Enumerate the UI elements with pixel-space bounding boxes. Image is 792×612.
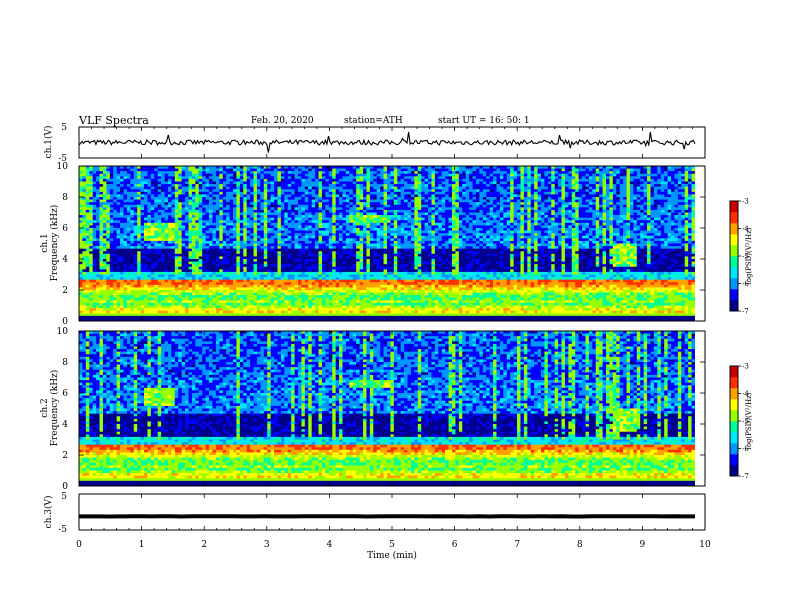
figure-title: VLF Spectra (78, 114, 149, 127)
header-date: Feb. 20, 2020 (251, 116, 314, 126)
ch1-spectrogram-ylabel-channel: ch.1 (40, 233, 50, 252)
spec1-ytick: 6 (62, 224, 68, 234)
time-axis-tick: 2 (201, 540, 207, 550)
ch1-spectrogram-panel: 0 2 4 6 8 10 ch.1 Frequency (kHz) (40, 162, 705, 327)
cb1-tick: -3 (742, 198, 749, 206)
ch3-waveform-panel: 5 -5 ch.3(V) (43, 492, 705, 535)
time-axis-tick: 10 (699, 540, 711, 550)
ch2-spectrogram-panel: 0 2 4 6 8 10 ch.2 Frequency (kHz) (40, 327, 705, 492)
ch3-ytick-bottom: -5 (58, 525, 67, 535)
ch1-waveform-panel: 5 -5 ch.1(V) (43, 123, 705, 164)
ch3-ylabel: ch.3(V) (43, 496, 54, 529)
time-axis-tick: 7 (514, 540, 520, 550)
ch2-spectrogram-image (79, 331, 705, 486)
ch3-waveform-frame (79, 494, 705, 530)
spec1-ytick: 8 (62, 193, 68, 203)
spec2-ytick: 4 (62, 420, 68, 430)
time-axis-tick: 0 (76, 540, 82, 550)
time-axis-tick: 8 (577, 540, 583, 550)
ch2-spectrogram-ylabel: Frequency (kHz) (49, 370, 60, 447)
spec1-ytick: 2 (62, 286, 68, 296)
header-start-time: start UT = 16: 50: 1 (438, 116, 530, 126)
ch2-spectrogram-ylabel-channel: ch.2 (40, 398, 50, 417)
spec2-ytick: 2 (62, 451, 68, 461)
ch1-colorbar: -3-4-5-6-7 log(PSD)(V²/Hz) (730, 198, 753, 316)
time-axis-tick: 4 (327, 540, 333, 550)
time-axis-tick: 9 (640, 540, 646, 550)
header-station: station=ATH (344, 116, 403, 126)
time-axis-tick: 6 (452, 540, 458, 550)
ch1-waveform-frame (79, 127, 705, 158)
ch1-colorbar-label: log(PSD)(V²/Hz) (745, 227, 753, 284)
ch1-spectrogram-ylabel: Frequency (kHz) (49, 205, 60, 282)
spec1-ytick: 4 (62, 255, 68, 265)
spec2-ytick: 6 (62, 389, 68, 399)
ch3-ytick-top: 5 (61, 492, 67, 502)
ch1-ytick-top: 5 (61, 123, 67, 133)
ch1-waveform-line (79, 132, 695, 153)
ch2-colorbar: -3-4-5-6-7 log(PSD)(V²/Hz) (730, 363, 753, 481)
spec2-ytick: 10 (57, 327, 69, 337)
vlf-spectra-figure: VLF Spectra Feb. 20, 2020 station=ATH st… (0, 0, 792, 612)
spec1-ytick: 10 (57, 162, 69, 172)
cb2-tick: -7 (742, 473, 749, 481)
ch1-spectrogram-image (79, 166, 705, 321)
cb1-tick: -7 (742, 308, 749, 316)
time-axis-tick: 3 (264, 540, 270, 550)
time-axis-label: Time (min) (367, 550, 417, 561)
ch1-ylabel: ch.1(V) (43, 126, 54, 159)
time-axis-tick: 1 (139, 540, 145, 550)
time-axis-tick: 5 (389, 540, 395, 550)
spec1-ytick: 0 (62, 317, 68, 327)
spec2-ytick: 0 (62, 482, 68, 492)
ch2-colorbar-label: log(PSD)(V²/Hz) (745, 392, 753, 449)
spec2-ytick: 8 (62, 358, 68, 368)
cb2-tick: -3 (742, 363, 749, 371)
